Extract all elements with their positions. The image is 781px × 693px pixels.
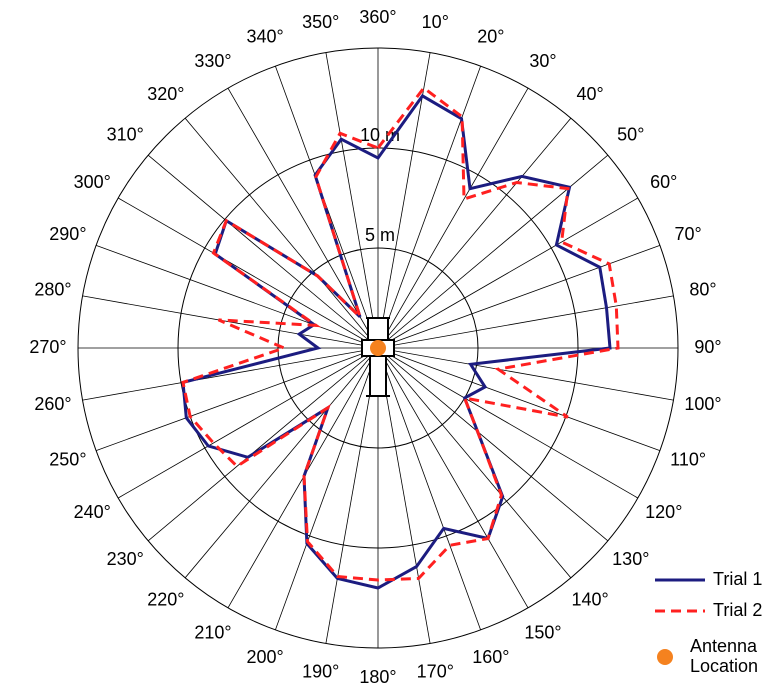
angle-label: 90°	[694, 337, 721, 357]
radial-grid-line	[377, 347, 572, 579]
angle-label: 340°	[247, 27, 284, 47]
angle-label: 260°	[34, 394, 71, 414]
robot-icon	[361, 317, 395, 397]
radial-grid-line	[377, 347, 674, 401]
radial-grid-line	[325, 52, 379, 349]
angle-label: 270°	[29, 337, 66, 357]
legend-label: Trial 2	[713, 600, 762, 620]
ring-grid-line	[277, 247, 479, 449]
radial-grid-line	[184, 347, 379, 579]
radial-grid-line	[377, 347, 661, 451]
angle-label: 200°	[247, 647, 284, 667]
angle-label: 300°	[74, 172, 111, 192]
angle-label: 60°	[650, 172, 677, 192]
series-line	[181, 85, 620, 582]
legend-label: Trial 1	[713, 569, 762, 589]
radial-grid-line	[377, 295, 674, 349]
radial-grid-line	[117, 197, 379, 349]
angle-label: 160°	[472, 647, 509, 667]
radial-grid-line	[377, 87, 529, 349]
angle-label: 250°	[49, 450, 86, 470]
angle-label: 10°	[422, 12, 449, 32]
angle-label: 40°	[577, 84, 604, 104]
radial-grid-line	[377, 347, 431, 644]
angle-label: 280°	[34, 279, 71, 299]
radial-grid-line	[325, 347, 379, 644]
radial-grid-line	[275, 347, 379, 631]
radial-grid-line	[377, 117, 572, 349]
radial-grid-line	[147, 154, 379, 349]
angle-label: 170°	[417, 662, 454, 682]
radial-grid-line	[95, 245, 379, 349]
angle-label: 290°	[49, 224, 86, 244]
angle-label: 100°	[684, 394, 721, 414]
angle-label: 180°	[359, 667, 396, 687]
angle-label: 230°	[107, 549, 144, 569]
angle-label: 80°	[689, 279, 716, 299]
angle-label: 220°	[147, 590, 184, 610]
antenna-marker	[370, 340, 386, 356]
radial-grid-line	[377, 347, 529, 609]
radial-grid-line	[117, 347, 379, 499]
radial-grid-line	[377, 197, 639, 349]
radial-grid-line	[82, 347, 379, 401]
angle-label: 30°	[529, 51, 556, 71]
angle-label: 50°	[617, 125, 644, 145]
radial-grid-line	[377, 347, 609, 542]
radial-grid-line	[377, 347, 481, 631]
radial-grid-line	[227, 87, 379, 349]
radial-grid-line	[377, 65, 481, 349]
angle-label: 120°	[645, 502, 682, 522]
angle-label: 330°	[194, 51, 231, 71]
radial-grid-line	[377, 52, 431, 349]
angle-label: 240°	[74, 502, 111, 522]
angle-label: 70°	[674, 224, 701, 244]
radial-grid-line	[95, 347, 379, 451]
radial-grid-line	[377, 245, 661, 349]
angle-label: 140°	[572, 590, 609, 610]
angle-label: 20°	[477, 27, 504, 47]
radial-grid-line	[147, 347, 379, 542]
series-line	[181, 93, 612, 590]
angle-label: 350°	[302, 12, 339, 32]
radial-grid-line	[184, 117, 379, 349]
angle-label: 130°	[612, 549, 649, 569]
legend-marker	[657, 649, 673, 665]
plot	[181, 85, 620, 590]
legend-label: Antenna Location	[690, 636, 759, 676]
angle-label: 210°	[194, 623, 231, 643]
angle-label: 360°	[359, 7, 396, 27]
angle-label: 190°	[302, 662, 339, 682]
angle-label: 320°	[147, 84, 184, 104]
angle-label: 110°	[670, 450, 706, 470]
radial-grid-line	[377, 347, 639, 499]
ring-label: 5 m	[365, 225, 395, 245]
angle-label: 150°	[524, 623, 561, 643]
angle-label: 310°	[107, 125, 144, 145]
